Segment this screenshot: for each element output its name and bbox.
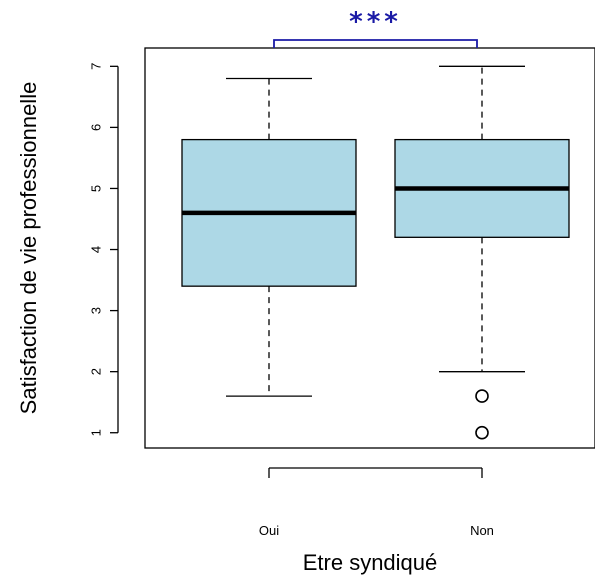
y-tick-label: 4 [89,246,104,253]
y-tick-label: 2 [89,368,104,375]
y-tick-label: 1 [89,429,104,436]
plot-frame [144,47,595,449]
significance-label: *** [349,7,402,37]
outlier-point [475,425,489,440]
y-axis-title: Satisfaction de vie professionnelle [16,82,41,415]
x-tick-label: Oui [259,523,279,538]
y-tick-label: 7 [89,63,104,70]
bracket-line [273,39,478,48]
outlier-point [475,389,489,403]
y-tick-label: 5 [89,185,104,192]
boxes [181,65,570,440]
y-tick-label: 6 [89,124,104,131]
y-axis-ticks: 1 2 3 4 5 6 7 [89,63,118,436]
significance-bracket: *** [273,7,478,48]
x-axis-ticks: Oui Non [259,468,494,538]
box-non [394,65,570,440]
y-tick-label: 3 [89,307,104,314]
box-oui [181,77,357,397]
x-axis-title: Etre syndiqué [303,550,438,575]
x-tick-label: Non [470,523,494,538]
